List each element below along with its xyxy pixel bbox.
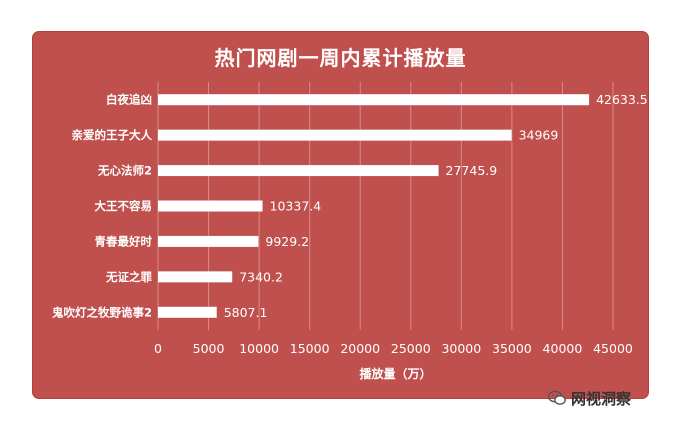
data-label: 42633.5 (596, 92, 648, 107)
x-tick-label: 35000 (492, 341, 532, 356)
watermark-text: 网视洞察 (571, 389, 632, 408)
bar (158, 94, 590, 106)
chart-title: 热门网剧一周内累计播放量 (214, 46, 467, 70)
bar (158, 235, 259, 247)
x-tick-label: 10000 (239, 341, 279, 356)
category-label: 青春最好时 (95, 234, 153, 248)
bar (158, 165, 439, 177)
data-label: 7340.2 (239, 269, 283, 284)
data-label: 10337.4 (270, 199, 322, 214)
bar (158, 129, 512, 141)
x-tick-label: 15000 (290, 341, 330, 356)
watermark: 网视洞察 (548, 388, 631, 408)
x-tick-label: 5000 (193, 341, 225, 356)
category-label: 大王不容易 (95, 199, 153, 213)
bar (158, 200, 263, 212)
category-label: 鬼吹灯之牧野诡事2 (52, 305, 152, 319)
data-label: 5807.1 (224, 305, 268, 320)
bar (158, 271, 233, 283)
data-label: 27745.9 (446, 163, 498, 178)
data-label: 34969 (519, 128, 559, 143)
chart-card: 热门网剧一周内累计播放量 0 5000 10000 15000 20000 25000 30… (33, 32, 648, 398)
x-tick-label: 20000 (340, 341, 380, 356)
category-label: 白夜追凶 (106, 93, 152, 107)
category-label: 无心法师2 (97, 164, 152, 178)
bar-chart: 0 5000 10000 15000 20000 25000 30000 35000 40000… (52, 82, 648, 381)
x-axis-title: 播放量（万） (359, 366, 431, 381)
bar (158, 306, 217, 318)
x-tick-label: 30000 (441, 341, 481, 356)
x-tick-label: 0 (154, 341, 162, 356)
category-label: 无证之罪 (105, 270, 152, 284)
category-label: 亲爱的王子大人 (72, 128, 153, 142)
data-label: 9929.2 (265, 234, 309, 249)
x-tick-label: 40000 (543, 341, 583, 356)
x-tick-label: 45000 (593, 341, 633, 356)
wechat-icon (548, 390, 566, 405)
x-tick-label: 25000 (391, 341, 431, 356)
